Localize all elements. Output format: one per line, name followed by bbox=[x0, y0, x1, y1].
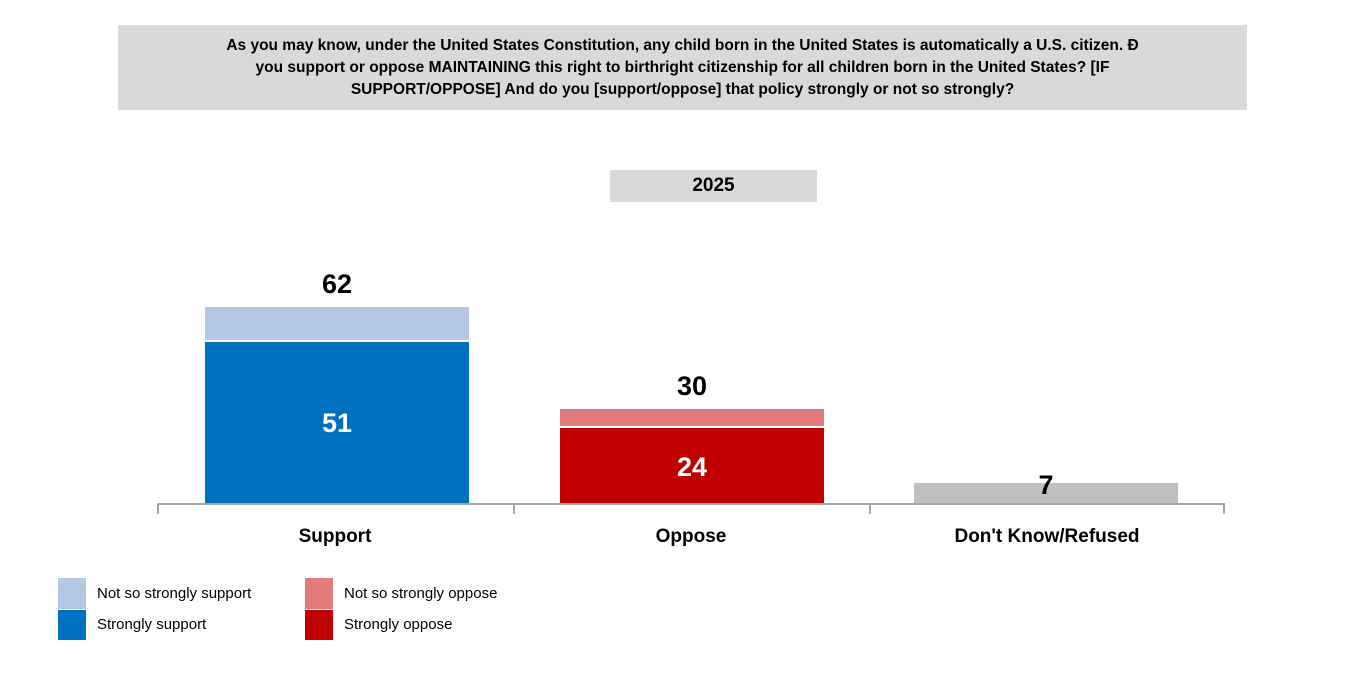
category-label-oppose: Oppose bbox=[655, 526, 727, 547]
question-line-2: you support or oppose MAINTAINING this r… bbox=[255, 58, 1110, 76]
bar-segment-strongly-oppose bbox=[560, 428, 824, 505]
legend-label-strongly-oppose: Strongly oppose bbox=[344, 616, 453, 633]
value-label-strongly-oppose: 24 bbox=[676, 451, 708, 482]
total-label-don-t-know-refused: 7 bbox=[1038, 469, 1054, 500]
bar-segment-strongly-support bbox=[205, 341, 469, 505]
question-line-1: As you may know, under the United States… bbox=[226, 36, 1139, 54]
x-axis-tick bbox=[157, 503, 159, 514]
survey-question-box: As you may know, under the United States… bbox=[118, 25, 1247, 110]
x-axis-tick bbox=[513, 503, 515, 514]
bar-segment-not-so-strongly-support bbox=[205, 306, 469, 342]
legend-swatch-strongly-oppose bbox=[305, 609, 333, 640]
category-label-support: Support bbox=[298, 526, 372, 547]
total-label-support: 62 bbox=[321, 268, 353, 299]
category-label-dont-know: Don't Know/Refused bbox=[954, 526, 1140, 547]
question-line-3: SUPPORT/OPPOSE] And do you [support/oppo… bbox=[350, 80, 1015, 98]
value-label-strongly-support: 51 bbox=[321, 408, 353, 439]
legend-swatch-not-so-strongly-support bbox=[58, 578, 86, 609]
x-axis-tick bbox=[869, 503, 871, 514]
x-axis-tick bbox=[1223, 503, 1225, 514]
legend-swatch-not-so-strongly-oppose bbox=[305, 578, 333, 609]
year-label: 2025 bbox=[610, 170, 817, 202]
bar-segment-not-so-strongly-oppose bbox=[560, 409, 824, 429]
legend-label-strongly-support: Strongly support bbox=[97, 616, 207, 633]
x-axis-line bbox=[157, 503, 1225, 505]
legend-label-not-so-strongly-oppose: Not so strongly oppose bbox=[344, 585, 498, 602]
total-label-oppose: 30 bbox=[676, 371, 708, 401]
legend-swatch-strongly-support bbox=[58, 609, 86, 640]
legend-label-not-so-strongly-support: Not so strongly support bbox=[97, 585, 252, 602]
bar-segment-don-t-know-refused bbox=[914, 482, 1178, 505]
